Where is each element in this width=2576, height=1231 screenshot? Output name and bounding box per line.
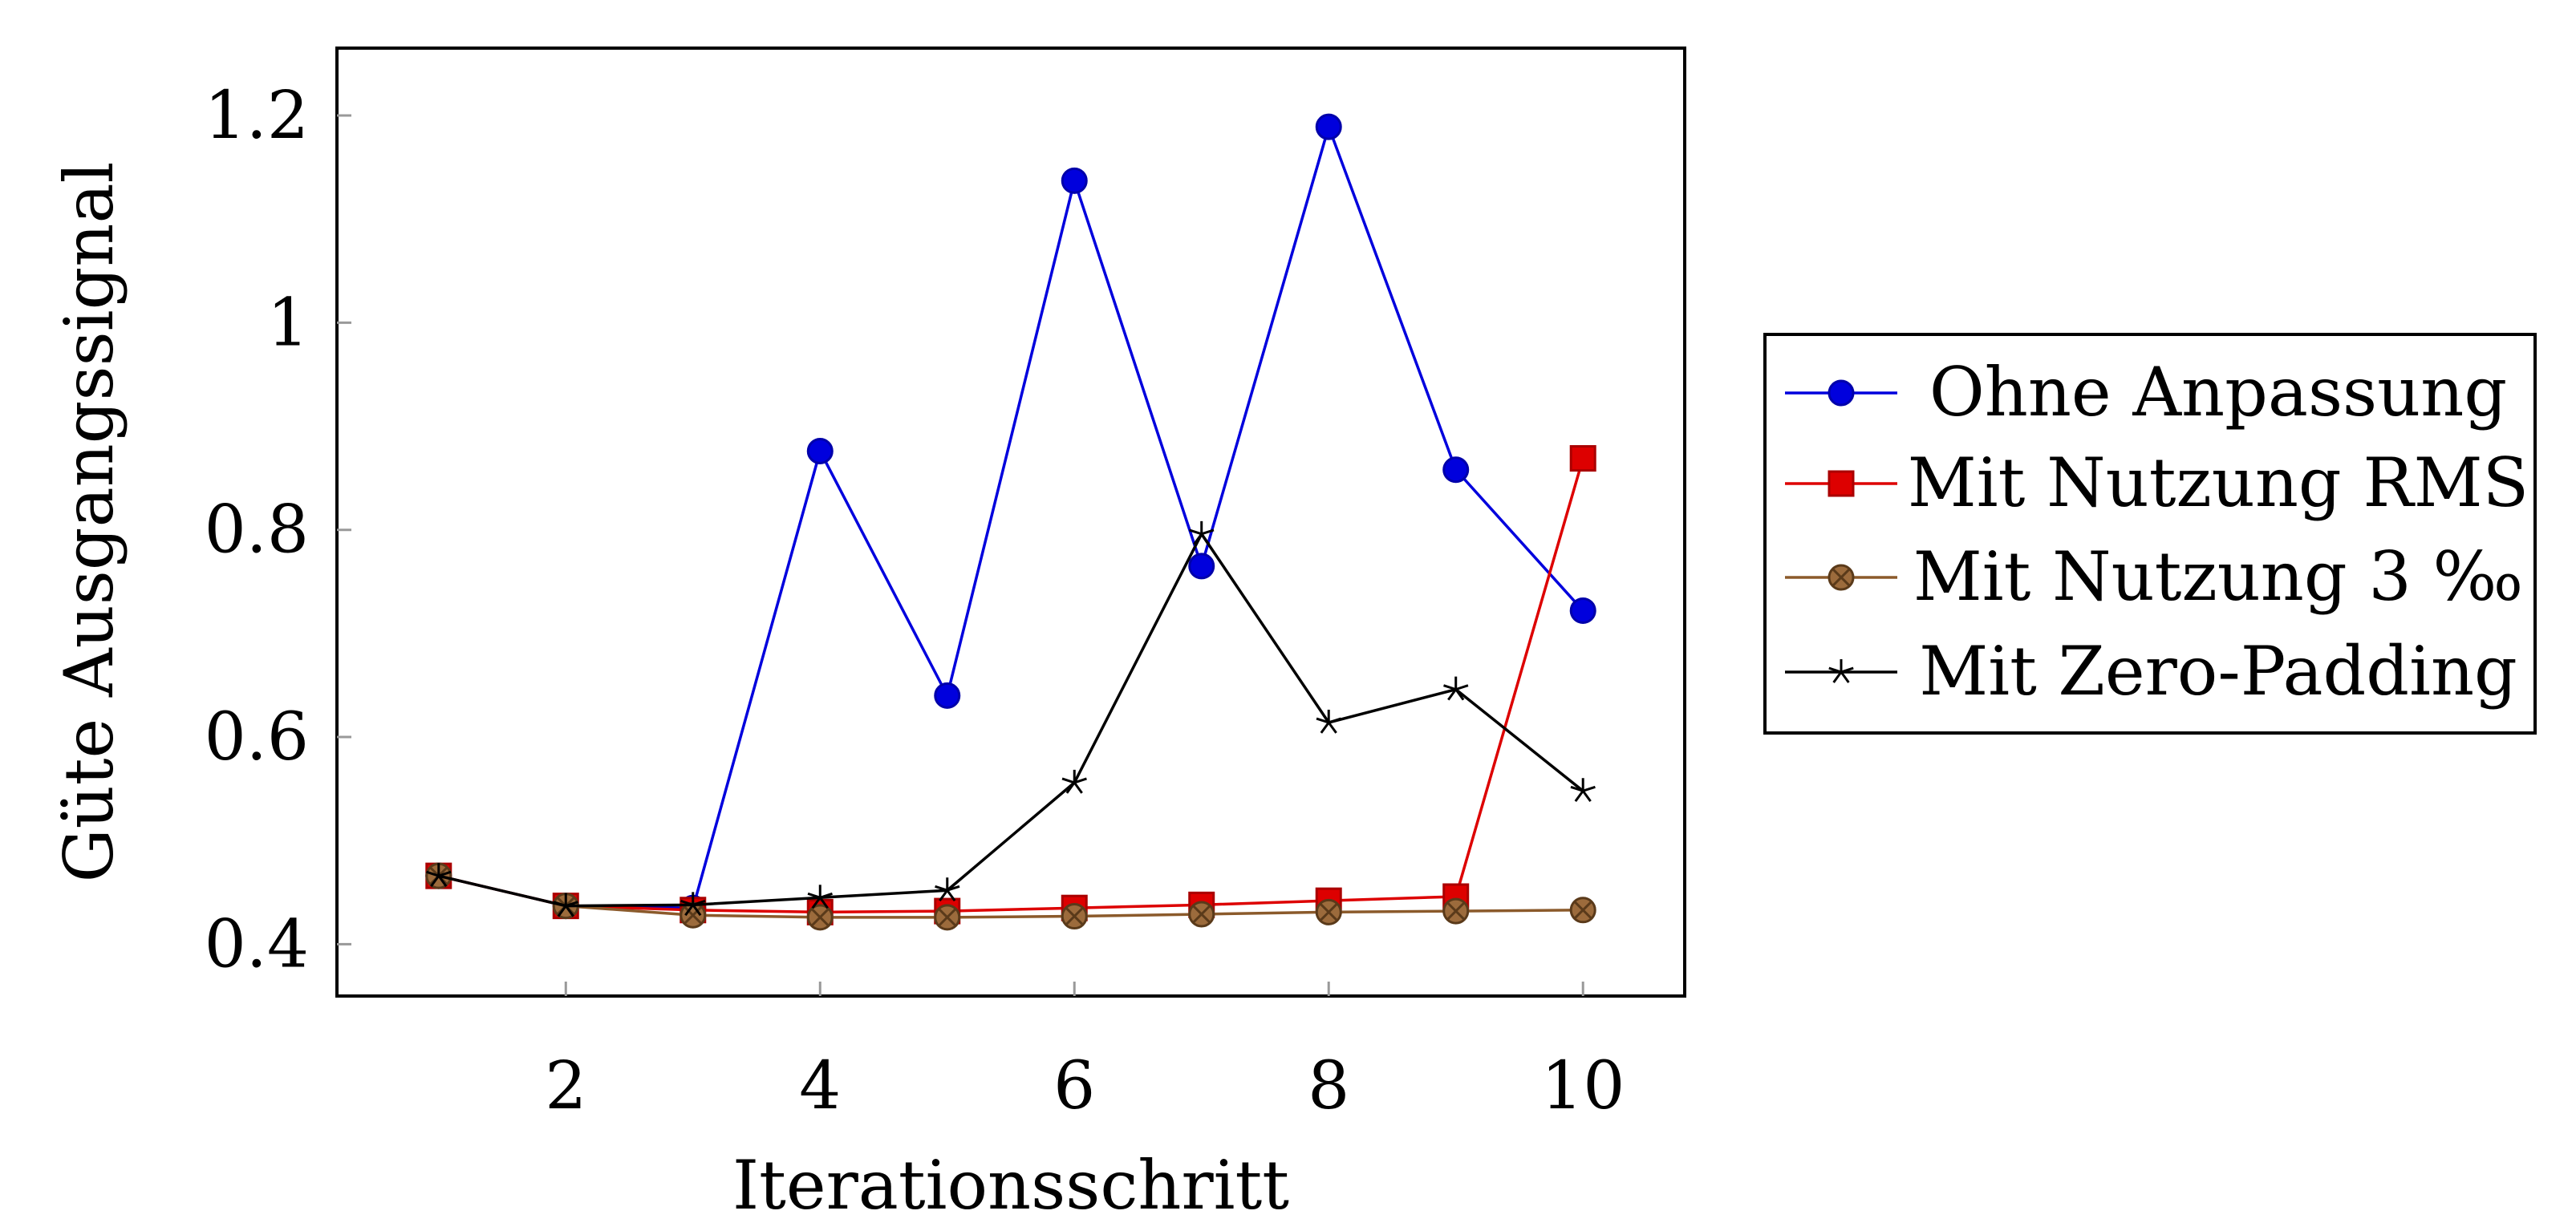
x-tick-label: 2 — [545, 1048, 586, 1124]
legend-entry: Mit Nutzung 3 ‰ — [1785, 537, 2523, 616]
series-line — [438, 122, 1584, 909]
legend-label: Mit Nutzung 3 ‰ — [1913, 537, 2523, 616]
legend-box — [1763, 333, 2537, 735]
x-tick-label: 6 — [1053, 1048, 1095, 1124]
data-point — [1442, 456, 1470, 484]
legend-label: Ohne Anpassung — [1929, 353, 2507, 431]
y-axis-label: Güte Ausgangssignal — [50, 162, 128, 883]
data-point — [426, 863, 452, 887]
data-point — [680, 892, 706, 917]
data-point — [1570, 778, 1596, 803]
data-point — [934, 682, 961, 709]
y-axis-ticks: 0.4 0.6 0.8 1 1.2 — [205, 78, 351, 982]
data-point — [1061, 903, 1088, 930]
data-point — [1442, 897, 1470, 925]
legend-entry: Mit Nutzung RMS — [1785, 443, 2529, 522]
data-point — [1316, 709, 1341, 734]
legend-entry: Mit Zero-Padding — [1785, 632, 2517, 711]
series-circle — [425, 113, 1596, 921]
data-point — [806, 904, 834, 931]
series-otimes — [425, 862, 1596, 931]
data-point — [1828, 470, 1855, 497]
data-point — [1569, 597, 1596, 624]
y-tick-label: 0.4 — [205, 906, 309, 982]
y-tick-label: 0.8 — [205, 492, 309, 569]
x-axis-label: Iterationsschritt — [732, 1146, 1289, 1225]
series-line — [438, 531, 1584, 908]
x-tick-label: 8 — [1308, 1048, 1349, 1124]
data-point — [1189, 520, 1215, 545]
data-point — [935, 877, 960, 902]
data-point — [679, 901, 707, 929]
data-point — [1061, 769, 1087, 794]
data-point — [1569, 445, 1596, 472]
data-point — [1828, 564, 1855, 591]
series-star — [426, 520, 1596, 917]
x-tick-label: 4 — [799, 1048, 841, 1124]
y-tick-label: 1 — [267, 285, 309, 361]
legend: Ohne Anpassung Mit Nutzung RMS Mit Nutzung… — [1763, 333, 2537, 735]
y-tick-label: 0.6 — [205, 699, 309, 775]
data-point — [1443, 676, 1469, 701]
data-point — [1315, 113, 1342, 140]
series-square — [425, 445, 1596, 925]
data-point — [934, 904, 961, 931]
data-point — [1569, 897, 1596, 924]
data-point — [1061, 167, 1088, 194]
x-axis-ticks: 2 4 6 8 10 — [545, 982, 1625, 1124]
legend-entry: Ohne Anpassung — [1785, 353, 2507, 431]
data-point — [1188, 553, 1215, 580]
series-line — [438, 874, 1584, 919]
legend-label: Mit Nutzung RMS — [1908, 443, 2529, 522]
data-point — [1828, 659, 1854, 683]
data-point — [806, 438, 834, 465]
x-tick-label: 10 — [1541, 1048, 1625, 1124]
data-point — [1315, 898, 1342, 925]
data-point — [807, 885, 833, 909]
legend-label: Mit Zero-Padding — [1919, 632, 2517, 711]
y-tick-label: 1.2 — [205, 78, 309, 154]
plot-frame — [335, 47, 1686, 998]
legend-entries: Ohne Anpassung Mit Nutzung RMS Mit Nutzung… — [1785, 353, 2529, 711]
data-point — [1188, 901, 1215, 928]
series-layer — [425, 113, 1596, 931]
data-point — [1828, 379, 1855, 407]
series-line — [438, 458, 1584, 914]
data-point — [553, 893, 578, 917]
